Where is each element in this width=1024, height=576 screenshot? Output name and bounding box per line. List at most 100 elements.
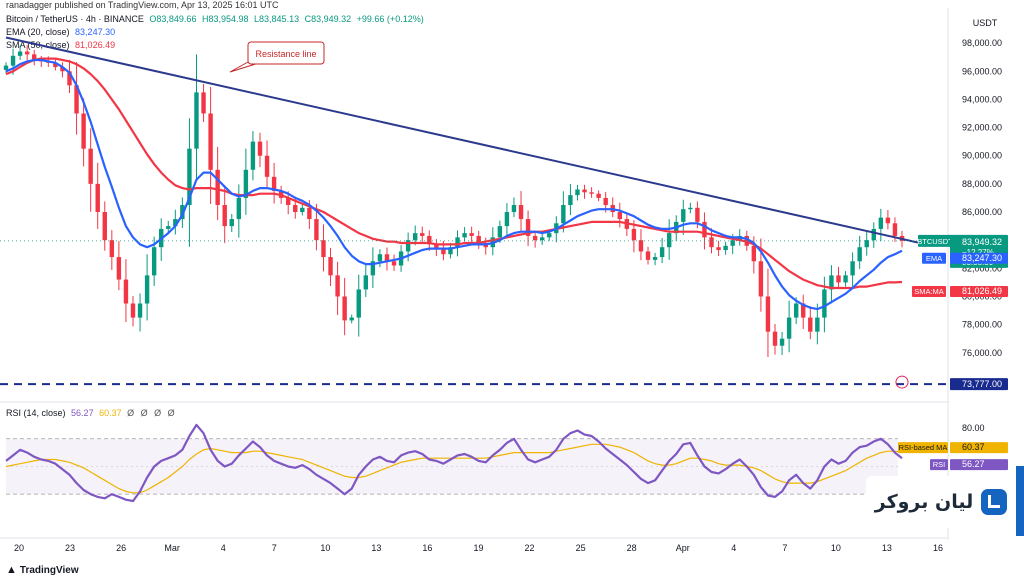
candle-body [716, 247, 721, 251]
broker-logo: لیان بروکر [866, 476, 1016, 528]
candle-body [702, 221, 707, 238]
candle-body [504, 212, 510, 227]
candle-body [377, 254, 383, 262]
candle-body [561, 204, 566, 224]
candle-body [688, 207, 693, 210]
candle-body [405, 240, 411, 252]
candle-body [215, 169, 220, 205]
candle-body [81, 113, 86, 149]
candles [3, 45, 905, 357]
alert-icon [895, 375, 909, 389]
candle-body [420, 233, 425, 236]
rsi-legend-label: RSI (14, close) [6, 408, 66, 418]
candle-body [293, 204, 298, 213]
candle-body [102, 212, 107, 241]
close-value: C83,949.32 [304, 14, 352, 24]
candle-body [455, 237, 460, 248]
time-tick-label: 28 [627, 543, 637, 553]
candle-body [151, 247, 157, 276]
candle-body [709, 237, 714, 248]
tradingview-text: TradingView [19, 565, 79, 576]
candle-body [222, 204, 227, 227]
candle-body [286, 197, 291, 205]
candle-body [271, 176, 277, 191]
candle-body [864, 240, 869, 248]
price-tick-label: 90,000.00 [962, 151, 1002, 161]
candle-body [307, 207, 312, 220]
candle-body [300, 207, 305, 213]
candle-body [631, 228, 637, 241]
candle-body [532, 235, 538, 241]
time-tick-label: 13 [882, 543, 892, 553]
sma-legend-value: 81,026.49 [75, 40, 116, 50]
candle-body [539, 237, 545, 241]
time-tick-label: 16 [933, 543, 943, 553]
rsi-legend[interactable]: RSI (14, close) 56.27 60.37 Ø Ø Ø Ø [6, 408, 180, 419]
time-tick-label: Apr [676, 543, 690, 553]
candle-body [321, 240, 326, 258]
candle-body [250, 141, 256, 170]
time-tick-label: 19 [473, 543, 483, 553]
time-tick-label: 10 [831, 543, 841, 553]
candle-body [843, 275, 848, 283]
candle-body [3, 65, 9, 70]
candle-body [850, 261, 855, 276]
rsi-ma-name-text: RSI-based MA [899, 443, 948, 452]
annotation-pointer [229, 61, 263, 73]
candle-body [441, 248, 446, 255]
price-tick-label: 76,000.00 [962, 348, 1002, 358]
rsi-name-tag [930, 459, 948, 471]
time-tick-label: 7 [782, 543, 787, 553]
symbol-tag [918, 234, 952, 247]
support-tag-text: 73,777.00 [962, 379, 1002, 389]
low-value: L83,845.13 [254, 14, 300, 24]
candle-body [187, 148, 192, 205]
rsi-ma-name-tag [898, 442, 948, 454]
candle-body [547, 233, 552, 238]
time-tick-label: 23 [65, 543, 75, 553]
candle-body [518, 204, 524, 220]
published-note: ranadagger published on TradingView.com,… [6, 0, 279, 10]
candle-body [427, 235, 432, 245]
candle-body [829, 275, 834, 290]
price-tick-label: 92,000.00 [962, 123, 1002, 133]
candle-body [229, 219, 234, 227]
symbol-tag-text: BTCUSDT [917, 237, 953, 246]
symbol-label: Bitcoin / TetherUS · 4h · BINANCE [6, 14, 144, 24]
sma-name-tag-text: SMA:MA [914, 287, 944, 296]
candle-body [264, 155, 270, 177]
sma-value-tag-text: 81,026.49 [962, 286, 1002, 296]
time-tick-label: 26 [116, 543, 126, 553]
rsi-ma-legend-value: 60.37 [99, 408, 122, 418]
candle-body [335, 275, 340, 297]
candle-body [342, 296, 347, 321]
candle-body [892, 223, 898, 236]
candle-body [448, 247, 453, 255]
candle-body [95, 183, 100, 213]
candle-body [723, 245, 728, 251]
ema-legend-value: 83,247.30 [75, 27, 116, 37]
candle-body [589, 192, 594, 194]
candle-body [857, 247, 862, 262]
sma-line [5, 57, 903, 290]
open-value: O83,849.66 [149, 14, 197, 24]
candle-body [793, 303, 799, 318]
broker-logo-icon [981, 489, 1008, 515]
candle-body [779, 338, 785, 346]
high-value: H83,954.98 [201, 14, 249, 24]
candle-body [60, 67, 65, 72]
ema-legend[interactable]: EMA (20, close) 83,247.30 [6, 27, 118, 38]
candle-body [765, 296, 771, 332]
candle-body [638, 240, 644, 252]
price-tick-label: 98,000.00 [962, 38, 1002, 48]
candle-body [511, 204, 517, 213]
candle-body [24, 51, 30, 55]
change-value: +99.66 (+0.12%) [356, 14, 424, 24]
candle-body [666, 233, 672, 248]
candle-body [349, 317, 354, 321]
candle-body [137, 303, 143, 318]
candle-body [384, 254, 390, 262]
rsi-ma-value-tag [950, 442, 1008, 454]
ema-value-tag-text: 83,247.30 [962, 253, 1002, 263]
